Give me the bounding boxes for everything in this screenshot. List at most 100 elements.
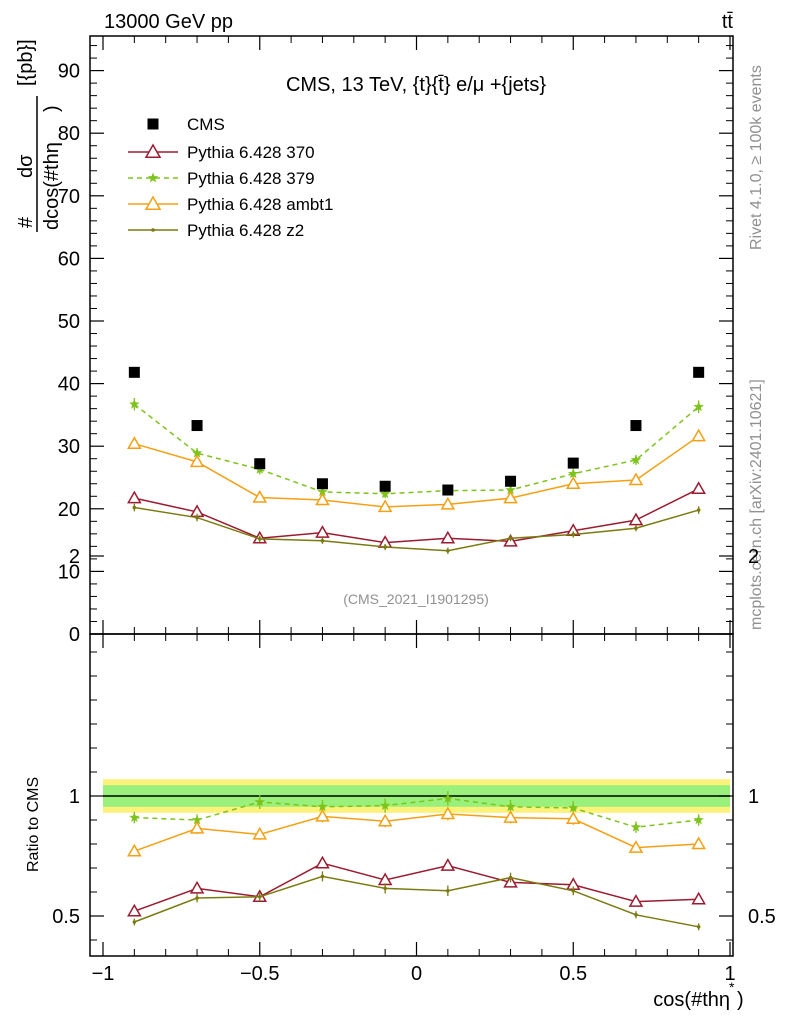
data-point [320,874,325,879]
y-tick-label: 50 [58,311,80,333]
ratio-tick-label-right: 0.5 [748,906,776,928]
data-point [128,366,140,378]
y-axis-numerator: dσ [15,154,37,178]
mcplots-label: mcplots.cern.ch [arXiv:2401.10621] [748,379,765,630]
series-cms [128,366,705,496]
data-point [696,925,701,929]
data-point [693,814,704,825]
ratio-series-z2 [132,871,701,931]
series-z2 [132,503,701,554]
y-tick-label: 40 [58,374,80,396]
y-tick-label: 30 [58,436,80,458]
ratio-series-p379 [129,791,704,833]
main-y-axis: 0 10 20 30 40 50 60 70 80 90 [58,45,733,646]
y-axis-denominator-paren: ) [41,105,63,112]
data-point [377,813,393,827]
legend: CMS Pythia 6.428 370 Pythia 6.428 379 Pythi… [128,115,333,240]
data-point [379,800,391,810]
y-axis-unit: [{pb}] [15,39,37,86]
data-point [440,806,456,820]
header-process: 13000 GeV pp [104,11,233,33]
series-line [134,506,699,552]
data-point [630,821,642,832]
data-point [315,808,330,822]
legend-label: Pythia 6.428 379 [187,169,315,188]
y-tick-label: 10 [58,561,80,583]
data-point [147,172,159,183]
data-point [151,228,155,232]
data-point [147,118,159,130]
y-tick-label: 80 [58,123,80,145]
data-point [144,143,162,158]
data-point [127,903,142,917]
data-point [257,895,262,899]
data-point [257,537,262,541]
data-point [568,802,579,813]
data-point [568,468,579,479]
data-point [127,490,142,504]
data-point [442,792,454,803]
data-point [628,840,644,853]
data-point [630,454,642,465]
data-point [628,512,644,526]
data-point [379,488,391,499]
data-point [693,366,705,378]
x-tick-label: 1 [724,963,735,985]
legend-entry-p370: Pythia 6.428 370 [128,143,315,162]
data-point [446,548,450,553]
data-point [571,889,576,893]
ratio-tick-label-right: 1 [748,786,759,808]
data-point [634,913,638,917]
data-point [565,811,581,825]
data-point [191,447,203,458]
series-line [134,488,699,544]
ratio-y-axis: 0.5 0.5 1 1 2 2 [52,546,776,941]
data-point [691,481,706,495]
data-point [254,458,266,470]
series-ambt1 [127,428,706,513]
legend-label: Pythia 6.428 ambt1 [187,195,333,214]
data-point [132,505,137,510]
data-point [634,526,638,531]
x-axis-title: cos(#thη [653,989,730,1011]
data-point [127,436,142,449]
ratio-series-ambt1 [127,806,706,857]
data-point [317,486,328,497]
data-point [316,478,328,490]
data-point [191,420,203,432]
data-point [189,454,205,468]
ratio-series [127,791,706,931]
y-axis-title-main: # dσ dcos(#thη ) [{pb}] [15,39,63,232]
x-tick-label: 0 [411,963,422,985]
data-point [252,826,268,840]
data-point [505,484,516,495]
ratio-tick-label-left: 2 [69,546,80,568]
x-tick-label: 0.5 [559,963,587,985]
data-point [383,886,387,891]
series-line [134,435,700,508]
data-point [129,812,140,822]
y-tick-label: 20 [58,499,80,521]
data-point [571,532,576,537]
data-point [191,814,203,825]
data-point [189,880,205,894]
series-p379 [129,397,704,499]
header-final-state: tt̄ [722,11,734,33]
data-point [693,401,704,412]
data-point [377,499,393,513]
series-p370 [127,481,706,548]
data-point [628,472,644,486]
data-point [508,536,513,541]
ratio-tick-label-right: 2 [748,546,759,568]
data-point [189,820,205,834]
data-point [144,195,162,210]
ratio-tick-label-left: 1 [69,786,80,808]
data-point [628,894,644,907]
data-point [442,484,454,496]
y-tick-label: 70 [58,186,80,208]
legend-entry-z2: Pythia 6.428 z2 [128,221,304,240]
data-point [129,398,140,409]
legend-entry-ambt1: Pythia 6.428 ambt1 [128,195,333,214]
ratio-series-p370 [127,855,706,917]
